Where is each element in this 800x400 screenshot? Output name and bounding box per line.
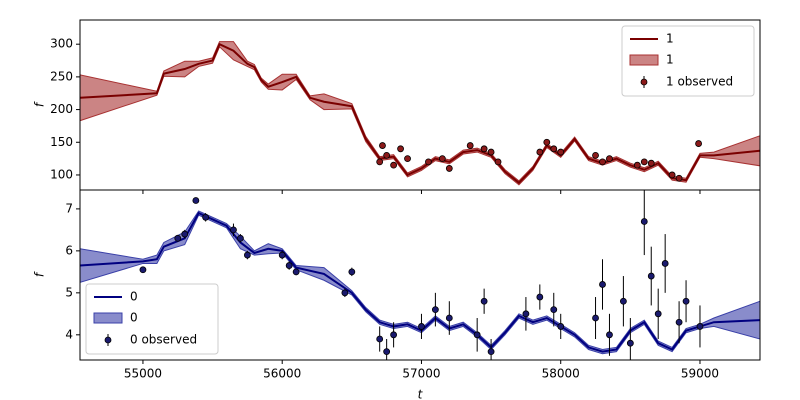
observed-point <box>174 234 182 242</box>
y-tick-label: 4 <box>65 327 73 341</box>
observed-point <box>473 331 481 339</box>
observed-point <box>278 251 286 259</box>
x-axis-label: t <box>418 388 424 400</box>
observed-point <box>599 158 606 166</box>
observed-point <box>550 145 558 153</box>
observed-point <box>192 197 200 204</box>
observed-point <box>425 158 432 166</box>
y-axis-label: f <box>33 271 47 277</box>
observed-point <box>445 314 453 322</box>
observed-point <box>418 323 425 330</box>
observed-point <box>696 323 704 330</box>
observed-point <box>606 331 613 339</box>
observed-point <box>480 297 488 305</box>
legend-label: 0 observed <box>130 333 197 347</box>
observed-point <box>390 331 398 339</box>
plot-area <box>80 41 760 186</box>
observed-point <box>626 339 634 347</box>
observed-point <box>348 268 356 276</box>
y-tick-label: 200 <box>50 102 73 116</box>
legend-label: 0 <box>130 290 138 304</box>
observed-point <box>654 310 662 318</box>
observed-point <box>487 148 495 156</box>
observed-point <box>139 266 147 274</box>
legend-point <box>640 78 648 86</box>
y-tick-label: 250 <box>50 69 73 83</box>
observed-point <box>633 161 641 169</box>
observed-point <box>592 314 599 322</box>
legend-box <box>621 25 755 97</box>
y-tick-label: 150 <box>50 135 73 149</box>
observed-point <box>619 297 627 305</box>
observed-point <box>647 159 655 167</box>
observed-point <box>404 155 411 163</box>
observed-point <box>230 226 237 234</box>
legend-band <box>629 54 659 66</box>
observed-point <box>243 251 251 259</box>
legend-point <box>104 336 112 344</box>
observed-point <box>606 155 613 163</box>
observed-point <box>695 140 702 147</box>
observed-point <box>522 310 530 318</box>
observed-point <box>675 174 683 182</box>
observed-point <box>487 348 495 356</box>
legend-label: 0 <box>130 311 138 325</box>
x-tick-label: 55000 <box>124 367 162 381</box>
observed-point <box>445 165 453 172</box>
observed-point <box>431 306 439 314</box>
y-axis-label: f <box>33 101 47 107</box>
observed-point <box>550 306 558 314</box>
y-tick-label: 7 <box>65 201 73 215</box>
observed-point <box>376 335 384 343</box>
observed-point <box>647 272 655 280</box>
y-tick-label: 300 <box>50 37 73 51</box>
observed-point <box>480 145 488 153</box>
observed-point <box>285 262 293 269</box>
observed-point <box>640 218 648 225</box>
observed-point <box>557 323 565 330</box>
confidence-band <box>80 210 760 355</box>
observed-point <box>379 142 386 149</box>
legend-label: 1 observed <box>666 75 733 89</box>
observed-point <box>536 148 544 156</box>
y-tick-label: 5 <box>65 285 73 299</box>
legend-box <box>85 283 219 355</box>
observed-point <box>390 161 398 169</box>
observed-point <box>675 318 683 326</box>
observed-point <box>592 151 599 159</box>
observed-point <box>438 155 446 163</box>
observed-point <box>536 293 544 301</box>
observed-point <box>668 171 676 179</box>
y-tick-label: 100 <box>50 167 73 181</box>
observed-point <box>376 158 384 166</box>
observed-point <box>543 138 551 146</box>
observed-point <box>599 281 606 288</box>
legend-label: 1 <box>666 32 674 46</box>
observed-point <box>383 348 391 356</box>
observed-point <box>237 234 244 242</box>
observed-point <box>202 213 210 221</box>
observed-point <box>466 142 474 149</box>
plot-area <box>80 190 760 360</box>
x-tick-label: 58000 <box>542 367 580 381</box>
legend-band <box>93 312 123 324</box>
observed-point <box>181 230 189 238</box>
y-tick-label: 6 <box>65 243 73 257</box>
x-tick-label: 57000 <box>402 367 440 381</box>
observed-point <box>341 289 349 297</box>
legend-label: 1 <box>666 53 674 67</box>
observed-point <box>494 158 502 166</box>
axes-frame <box>79 189 761 361</box>
observed-point <box>383 151 391 159</box>
observed-point <box>292 268 300 276</box>
observed-point <box>557 148 565 156</box>
observed-point <box>397 145 404 153</box>
x-tick-label: 56000 <box>263 367 301 381</box>
x-tick-label: 59000 <box>681 367 719 381</box>
observed-point <box>640 158 648 166</box>
observed-point <box>682 297 690 305</box>
observed-point <box>661 260 669 267</box>
